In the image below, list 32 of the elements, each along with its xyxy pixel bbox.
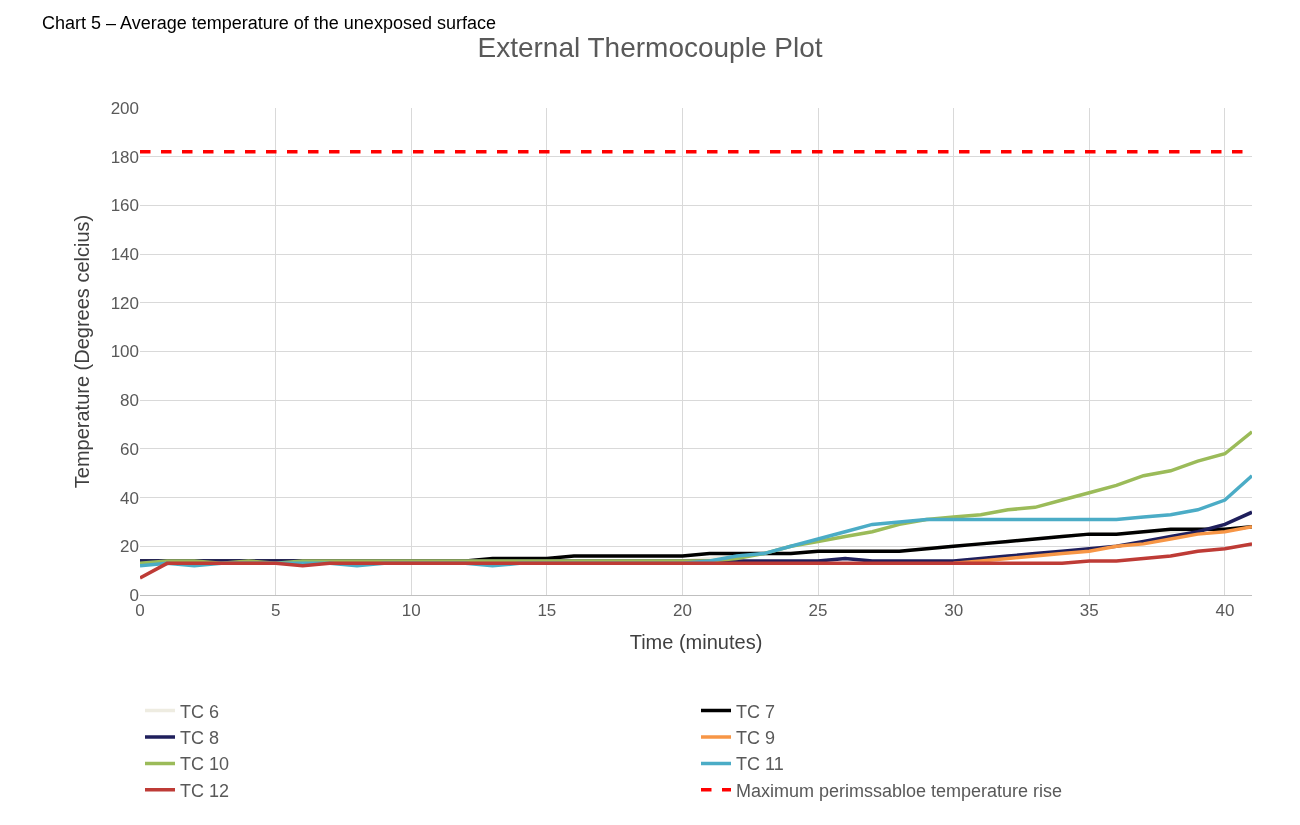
line-series <box>140 542 1252 580</box>
y-tick-label: 60 <box>120 439 139 459</box>
legend-label: TC 9 <box>736 728 776 749</box>
x-tick-label: 30 <box>944 601 964 621</box>
legend-label: TC 8 <box>180 728 220 749</box>
y-tick-label: 20 <box>120 537 139 557</box>
y-tick-label: 140 <box>110 245 139 265</box>
x-tick-label: 5 <box>270 601 281 621</box>
y-tick-label: 80 <box>120 391 139 411</box>
x-axis-title: Time (minutes) <box>629 630 763 653</box>
legend-label: TC 7 <box>736 701 776 722</box>
x-tick-label: 25 <box>808 601 828 621</box>
x-tick-label: 20 <box>672 601 692 621</box>
chart-title: External Thermocouple Plot <box>477 31 823 63</box>
caption: Chart 5 – Average temperature of the unexposed surface <box>42 13 496 33</box>
legend-label: Maximum perimssabloe temperature rise <box>736 780 1063 801</box>
legend-label: TC 6 <box>180 701 220 722</box>
y-tick-label: 40 <box>120 488 139 508</box>
y-tick-label: 160 <box>110 196 139 216</box>
y-tick-label: 120 <box>110 293 139 313</box>
y-tick-label: 180 <box>110 147 139 167</box>
y-tick-label: 200 <box>110 98 139 118</box>
x-tick-label: 10 <box>401 601 421 621</box>
x-tick-label: 40 <box>1215 601 1235 621</box>
legend-label: TC 11 <box>736 754 784 775</box>
y-tick-label: 100 <box>110 342 139 362</box>
legend-label: TC 10 <box>180 754 230 775</box>
x-tick-label: 35 <box>1079 601 1099 621</box>
y-axis-title: Temperature (Degrees celcius) <box>71 214 94 489</box>
x-tick-label: 15 <box>537 601 557 621</box>
y-tick-label: 0 <box>129 585 139 605</box>
legend-label: TC 12 <box>180 780 230 801</box>
